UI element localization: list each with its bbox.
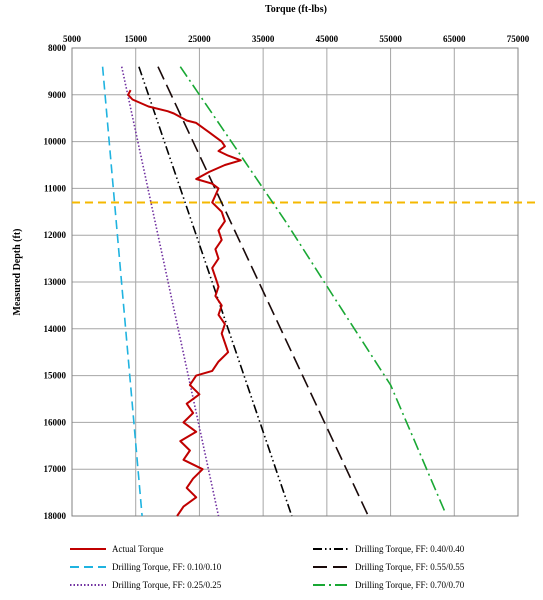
series-line-4 bbox=[157, 66, 370, 517]
y-tick-label-9: 17000 bbox=[44, 464, 67, 474]
legend-label-5: Drilling Torque, FF: 0.70/0.70 bbox=[355, 580, 465, 590]
series-line-0 bbox=[127, 89, 242, 517]
y-tick-label-7: 15000 bbox=[44, 371, 67, 381]
y-tick-labels: 8000 9000 10000 11000 12000 13000 14000 15000 16… bbox=[44, 43, 67, 521]
y-tick-label-1: 9000 bbox=[48, 90, 67, 100]
legend-label-3: Drilling Torque, FF: 0.40/0.40 bbox=[355, 544, 465, 554]
x-axis-title: Torque (ft-lbs) bbox=[265, 4, 327, 15]
x-tick-label-5: 55000 bbox=[379, 34, 402, 44]
grid bbox=[71, 47, 519, 517]
x-tick-label-6: 65000 bbox=[443, 34, 466, 44]
legend-label-0: Actual Torque bbox=[112, 544, 163, 554]
x-tick-label-2: 25000 bbox=[188, 34, 211, 44]
y-tick-label-8: 16000 bbox=[44, 417, 67, 427]
legend: Actual Torque Drilling Torque, FF: 0.10/0… bbox=[70, 544, 465, 590]
x-tick-labels: 5000 15000 25000 35000 45000 55000 65000 75000 bbox=[63, 34, 530, 44]
y-axis-title: Measured Depth (ft) bbox=[12, 228, 23, 315]
y-tick-label-3: 11000 bbox=[44, 183, 67, 193]
y-tick-label-2: 10000 bbox=[44, 137, 67, 147]
plot-area bbox=[72, 66, 540, 517]
plot-border bbox=[71, 47, 519, 517]
x-tick-label-4: 45000 bbox=[316, 34, 339, 44]
y-tick-label-0: 8000 bbox=[48, 43, 67, 53]
legend-label-4: Drilling Torque, FF: 0.55/0.55 bbox=[355, 562, 465, 572]
legend-label-2: Drilling Torque, FF: 0.25/0.25 bbox=[112, 580, 222, 590]
x-tick-label-0: 5000 bbox=[63, 34, 82, 44]
series-line-3 bbox=[138, 66, 293, 517]
series-line-5 bbox=[179, 66, 446, 512]
y-tick-label-10: 18000 bbox=[44, 511, 67, 521]
x-tick-label-3: 35000 bbox=[252, 34, 275, 44]
y-tick-label-5: 13000 bbox=[44, 277, 67, 287]
x-tick-label-1: 15000 bbox=[124, 34, 147, 44]
series-line-1 bbox=[101, 66, 143, 517]
x-tick-label-7: 75000 bbox=[507, 34, 530, 44]
y-tick-label-4: 12000 bbox=[44, 230, 67, 240]
y-tick-label-6: 14000 bbox=[44, 324, 67, 334]
legend-label-1: Drilling Torque, FF: 0.10/0.10 bbox=[112, 562, 222, 572]
